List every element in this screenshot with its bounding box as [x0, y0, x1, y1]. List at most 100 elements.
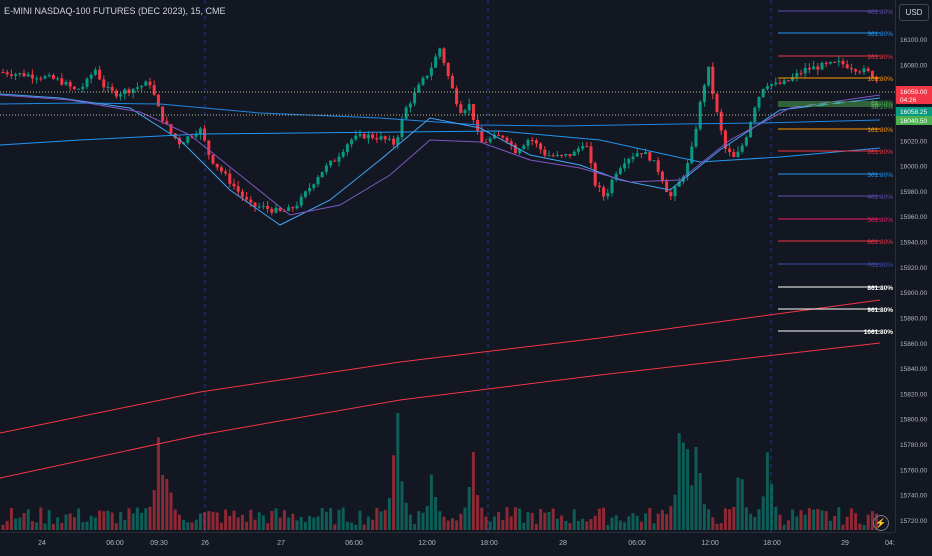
volume-bar	[421, 512, 425, 530]
candle-body	[30, 74, 34, 79]
candle-body	[236, 186, 240, 192]
volume-bar	[257, 512, 261, 530]
volume-bar	[110, 512, 114, 530]
chart-svg[interactable]: 461.80% 361.80% 261.80% 161.80% 61.80%50.00%…	[0, 0, 895, 532]
time-tick-label: 18:00	[480, 540, 498, 547]
time-tick-label: 26	[201, 540, 209, 547]
price-tick-label: 15980.00	[900, 189, 927, 196]
flash-icon[interactable]: ⚡	[873, 515, 889, 531]
candle-body	[165, 121, 169, 125]
candle-body	[434, 56, 438, 68]
price-tick-label: 15840.00	[900, 366, 927, 373]
candle-body	[320, 171, 324, 178]
candle-body	[635, 153, 639, 157]
volume-bar	[455, 520, 459, 530]
volume-bar	[749, 513, 753, 530]
volume-bar	[270, 510, 274, 530]
candle-body	[274, 207, 278, 213]
volume-bar	[144, 508, 148, 530]
price-axis[interactable]: 16100.0016080.0016040.0016020.0016000.00…	[895, 0, 932, 532]
volume-bar	[165, 479, 169, 530]
candle-body	[425, 75, 429, 78]
candle-body	[93, 69, 97, 75]
volume-bar	[442, 516, 446, 530]
candle-body	[110, 86, 114, 91]
candle-body	[732, 151, 736, 158]
volume-bar	[501, 520, 505, 530]
candle-body	[354, 135, 358, 140]
candle-body	[572, 151, 576, 156]
price-tick-label: 15940.00	[900, 240, 927, 247]
candle-body	[459, 104, 463, 114]
candle-body	[719, 111, 723, 131]
fib-level-label: 361.80%	[867, 31, 893, 38]
time-axis[interactable]: 24 06:00 09:30 26 27 06:00 12:00 18:00 28 06:00 12…	[0, 532, 895, 551]
volume-bar	[816, 508, 820, 530]
volume-bar	[467, 486, 471, 530]
volume-bar	[156, 437, 160, 530]
candle-body	[9, 74, 13, 76]
time-tick-label: 04:	[885, 540, 895, 547]
volume-bar	[803, 514, 807, 530]
volume-bar	[828, 520, 832, 530]
volume-bar	[786, 520, 790, 530]
volume-bar	[757, 509, 761, 530]
volume-bar	[224, 509, 228, 530]
chart-canvas[interactable]: 461.80% 361.80% 261.80% 161.80% 61.80% 50.00%…	[0, 0, 895, 532]
candle-body	[282, 210, 286, 212]
candle-body	[795, 73, 799, 77]
volume-bar	[383, 510, 387, 530]
volume-bar	[606, 524, 610, 530]
candle-body	[518, 149, 522, 154]
candle-body	[816, 66, 820, 70]
volume-bar	[463, 507, 467, 530]
volume-bar	[308, 516, 312, 530]
volume-bar	[345, 521, 349, 530]
volume-bar	[400, 481, 404, 530]
volume-bar	[862, 524, 866, 530]
candle-body	[870, 70, 874, 77]
symbol-title[interactable]: E-MINI NASDAQ-100 FUTURES (DEC 2023), 15…	[4, 6, 226, 16]
volume-bar	[791, 509, 795, 530]
volume-bar	[799, 510, 803, 530]
volume-bar	[648, 508, 652, 530]
candle-body	[26, 74, 30, 77]
volume-bars	[1, 413, 879, 530]
volume-bar	[203, 512, 207, 530]
price-tick-label: 15880.00	[900, 315, 927, 322]
volume-bar	[505, 507, 509, 530]
candlestick-series	[1, 47, 879, 216]
volume-bar	[358, 510, 362, 530]
candle-body	[736, 151, 740, 158]
volume-bar	[177, 514, 181, 530]
candle-body	[186, 136, 190, 143]
candle-body	[404, 107, 408, 119]
candle-body	[597, 185, 601, 188]
price-tick-label: 15740.00	[900, 493, 927, 500]
candle-body	[665, 181, 669, 193]
candle-body	[501, 135, 505, 138]
fib-level-label: 561.80%	[867, 217, 893, 224]
candle-body	[576, 148, 580, 152]
candle-body	[144, 81, 148, 86]
volume-bar	[131, 513, 135, 530]
volume-bar	[870, 511, 874, 530]
candle-body	[232, 183, 236, 187]
volume-bar	[106, 510, 110, 530]
candle-body	[1, 72, 5, 74]
volume-bar	[551, 508, 555, 530]
volume-bar	[644, 513, 648, 530]
volume-bar	[123, 520, 127, 530]
fib-level-label: 61.80%	[871, 100, 893, 107]
volume-bar	[261, 515, 265, 530]
candle-body	[715, 93, 719, 112]
volume-bar	[690, 485, 694, 530]
candle-body	[379, 136, 383, 140]
candle-body	[690, 146, 694, 164]
currency-button[interactable]: USD	[899, 4, 929, 21]
candle-body	[820, 62, 824, 70]
candle-body	[56, 78, 60, 80]
volume-bar	[774, 506, 778, 530]
price-tick-label: 16000.00	[900, 164, 927, 171]
candle-body	[177, 137, 181, 145]
